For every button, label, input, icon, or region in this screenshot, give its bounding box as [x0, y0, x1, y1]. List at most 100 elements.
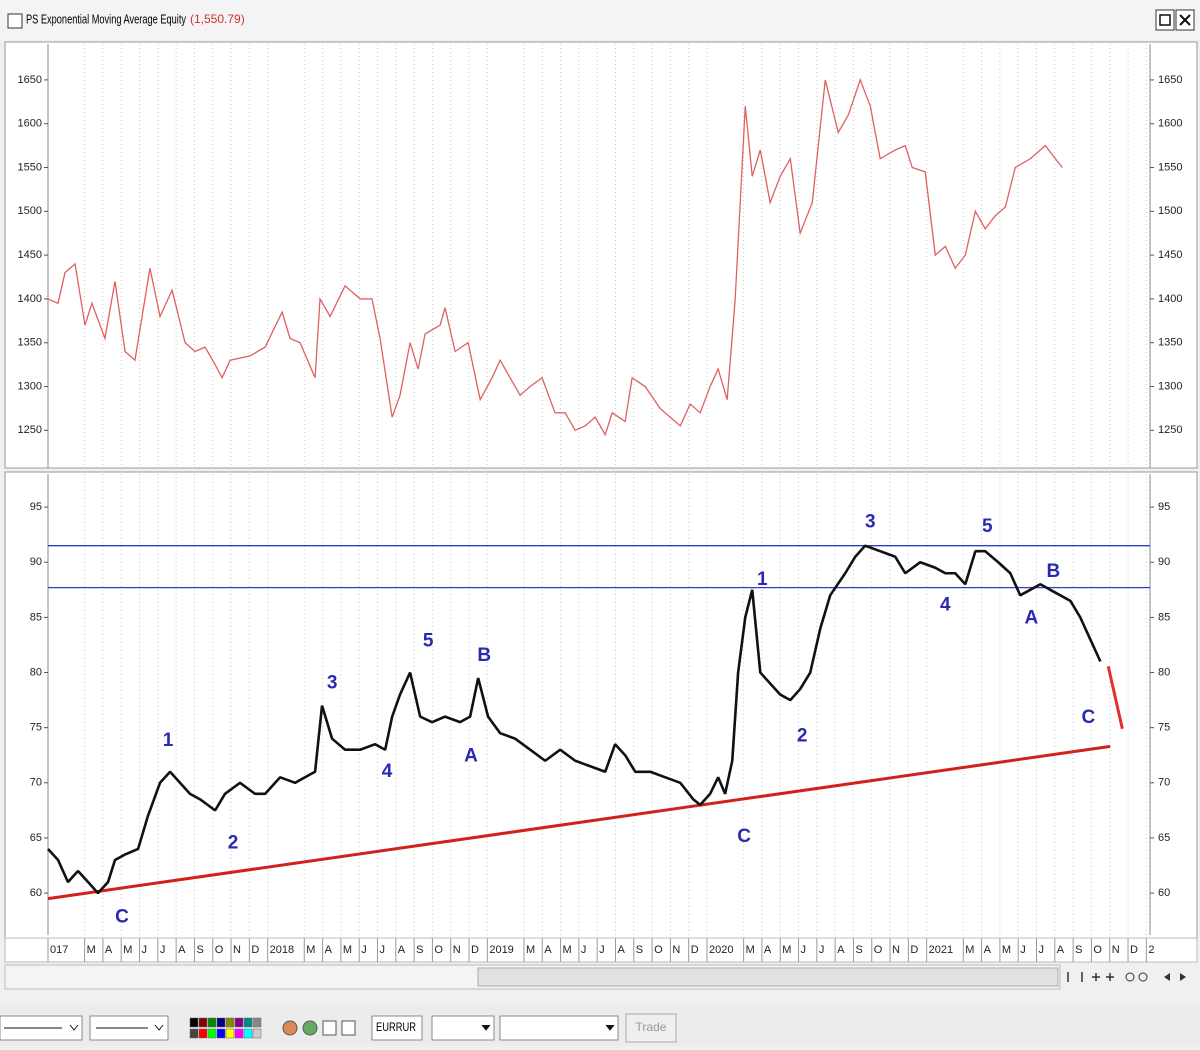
swatch	[207, 1028, 217, 1039]
title-bar	[0, 0, 1200, 40]
y-tick-label: 1500	[1158, 205, 1182, 217]
x-tick-label: 2020	[709, 944, 733, 956]
y-tick-label: 85	[1158, 611, 1170, 623]
wave-label: 3	[327, 673, 338, 694]
tool-icon[interactable]	[341, 1020, 356, 1036]
select[interactable]	[431, 1015, 495, 1041]
x-tick-label: 2019	[489, 944, 513, 956]
wave-label: 5	[982, 516, 993, 537]
x-tick-label: M	[746, 944, 755, 956]
price-line	[47, 544, 1102, 894]
x-tick-label: O	[874, 944, 883, 956]
x-tick-label: A	[764, 944, 772, 956]
nav-glyphs[interactable]	[1067, 972, 1114, 982]
x-tick-label: J	[801, 944, 807, 956]
x-tick-label: N	[453, 944, 461, 956]
symbol-field[interactable]	[371, 1015, 423, 1041]
trend-line	[1106, 666, 1124, 730]
color-palette[interactable]	[189, 1017, 262, 1039]
tool-icons[interactable]	[282, 1020, 356, 1036]
scroll-arrows[interactable]	[1164, 973, 1186, 981]
wave-label: 5	[423, 631, 434, 652]
tool-icon[interactable]	[302, 1020, 318, 1036]
restore-button[interactable]	[1155, 9, 1175, 31]
y-tick-label: 95	[30, 501, 42, 513]
x-tick-label: S	[855, 944, 862, 956]
x-tick-label: J	[599, 944, 605, 956]
x-tick-label: A	[1057, 944, 1065, 956]
x-tick-label: S	[636, 944, 643, 956]
x-tick-label: A	[984, 944, 992, 956]
x-tick-label: A	[178, 944, 186, 956]
x-tick-label: N	[233, 944, 241, 956]
y-tick-label: 70	[1158, 777, 1170, 789]
x-tick-label: 2018	[270, 944, 294, 956]
x-tick-label: M	[1002, 944, 1011, 956]
y-tick-label: 1350	[18, 337, 42, 349]
wave-label: C	[737, 826, 751, 847]
y-tick-label: 1400	[1158, 293, 1182, 305]
y-tick-label: 60	[30, 887, 42, 899]
x-tick-label: M	[306, 944, 315, 956]
x-tick-label: 017	[50, 944, 68, 956]
window-title: PS Exponential Moving Average Equity	[26, 11, 186, 26]
y-tick-label: 75	[30, 722, 42, 734]
x-tick-label: N	[672, 944, 680, 956]
trend-line	[47, 744, 1111, 901]
zoom-out[interactable]	[1125, 972, 1135, 982]
x-tick-label: J	[361, 944, 367, 956]
x-tick-label: N	[1112, 944, 1120, 956]
select-glyph	[96, 1024, 164, 1031]
close-icon	[1179, 14, 1191, 26]
y-tick-label: 1250	[1158, 424, 1182, 436]
x-tick-label: M	[87, 944, 96, 956]
x-tick-label: J	[1020, 944, 1026, 956]
x-tick-label: M	[563, 944, 572, 956]
select[interactable]	[499, 1015, 619, 1041]
symbol-text: EURRUR	[376, 1020, 416, 1034]
trade-button[interactable]	[625, 1013, 677, 1043]
wave-label: 1	[757, 569, 768, 590]
x-tick-label: D	[251, 944, 259, 956]
swatch	[252, 1028, 262, 1039]
x-tick-label: 2	[1148, 944, 1154, 956]
zoom-in[interactable]	[1138, 972, 1148, 982]
y-tick-label: 95	[1158, 501, 1170, 513]
swatch	[216, 1017, 226, 1028]
select-glyph	[481, 1024, 491, 1031]
wave-label: 4	[940, 594, 951, 615]
price-panel	[4, 471, 1198, 939]
tool-icon[interactable]	[322, 1020, 337, 1036]
y-tick-label: 1450	[1158, 249, 1182, 261]
wave-label: B	[477, 645, 491, 666]
swatch	[189, 1028, 199, 1039]
y-tick-label: 1500	[18, 205, 42, 217]
x-tick-label: D	[691, 944, 699, 956]
y-tick-label: 65	[1158, 832, 1170, 844]
x-tick-label: 2021	[929, 944, 953, 956]
x-tick-label: A	[617, 944, 625, 956]
equity-line	[47, 78, 1063, 437]
wave-label: 3	[865, 512, 876, 533]
y-tick-label: 1650	[18, 74, 42, 86]
y-tick-label: 80	[1158, 666, 1170, 678]
scroll-thumb[interactable]	[477, 967, 1059, 987]
y-tick-label: 1600	[1158, 118, 1182, 130]
title-value: (1,550.79)	[190, 12, 245, 26]
x-tick-label: J	[160, 944, 166, 956]
swatch	[225, 1028, 235, 1039]
y-tick-label: 1550	[18, 161, 42, 173]
nav-buttons	[1067, 972, 1186, 982]
y-tick-label: 85	[30, 611, 42, 623]
tool-icon[interactable]	[282, 1020, 298, 1036]
x-tick-label: O	[215, 944, 224, 956]
y-tick-label: 1250	[18, 424, 42, 436]
x-tick-label: A	[325, 944, 333, 956]
wave-label: 2	[797, 725, 808, 746]
x-tick-label: M	[782, 944, 791, 956]
x-tick-label: O	[654, 944, 663, 956]
x-tick-label: D	[1130, 944, 1138, 956]
y-tick-label: 60	[1158, 887, 1170, 899]
